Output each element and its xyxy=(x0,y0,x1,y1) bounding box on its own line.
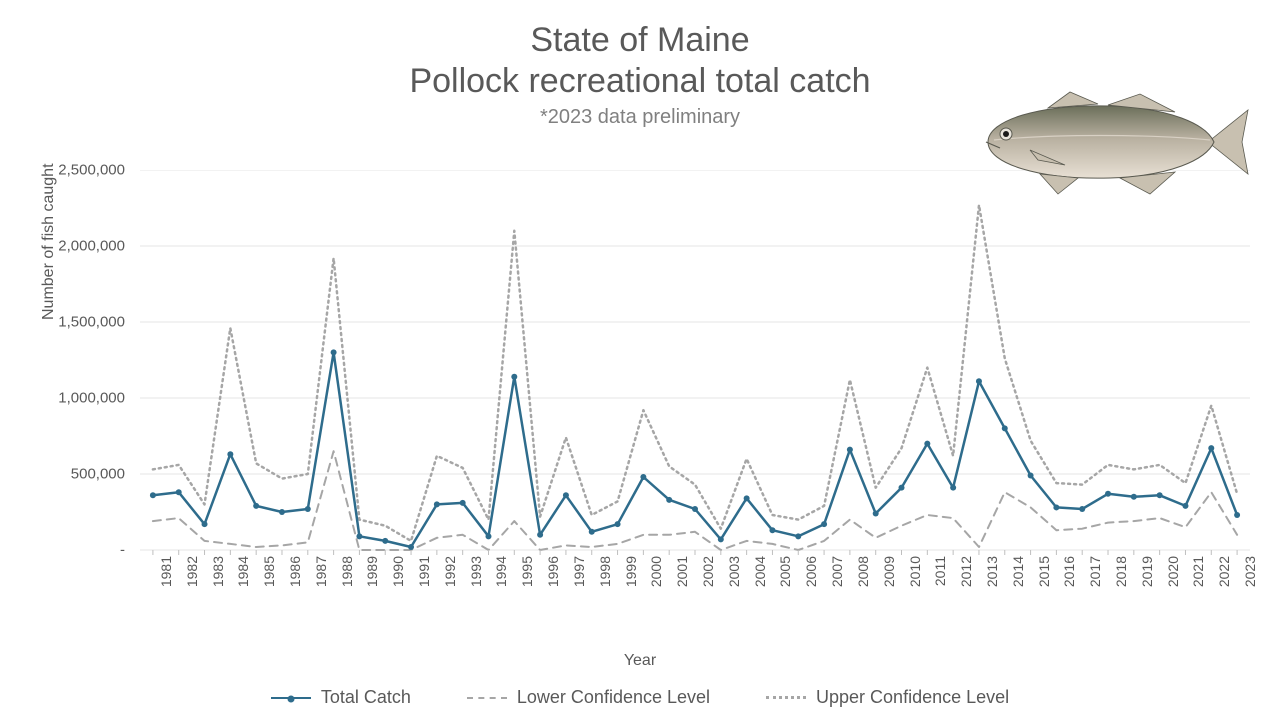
x-tick: 2013 xyxy=(984,556,1000,587)
x-tick: 2019 xyxy=(1139,556,1155,587)
x-tick: 1992 xyxy=(442,556,458,587)
title-line-1: State of Maine xyxy=(0,20,1280,61)
x-tick: 2015 xyxy=(1036,556,1052,587)
x-tick: 2021 xyxy=(1190,556,1206,587)
y-tick: 2,500,000 xyxy=(25,162,125,179)
x-tick: 2012 xyxy=(958,556,974,587)
x-tick: 2007 xyxy=(829,556,845,587)
legend-swatch-lower xyxy=(467,697,507,699)
line-chart xyxy=(140,170,1250,556)
x-tick: 2020 xyxy=(1165,556,1181,587)
x-tick: 1993 xyxy=(468,556,484,587)
x-tick: 2003 xyxy=(726,556,742,587)
x-tick: 1995 xyxy=(519,556,535,587)
x-tick: 1997 xyxy=(571,556,587,587)
x-tick: 2004 xyxy=(752,556,768,587)
legend-label-lower: Lower Confidence Level xyxy=(517,687,710,708)
x-tick: 1982 xyxy=(184,556,200,587)
x-tick: 2008 xyxy=(855,556,871,587)
x-tick: 1989 xyxy=(364,556,380,587)
y-tick: 1,000,000 xyxy=(25,390,125,407)
x-tick: 1996 xyxy=(545,556,561,587)
x-tick: 1999 xyxy=(623,556,639,587)
x-tick: 2016 xyxy=(1061,556,1077,587)
chart-container: State of Maine Pollock recreational tota… xyxy=(0,0,1280,720)
x-tick: 2022 xyxy=(1216,556,1232,587)
x-axis-label: Year xyxy=(0,652,1280,670)
x-tick: 2018 xyxy=(1113,556,1129,587)
x-tick: 1990 xyxy=(390,556,406,587)
x-tick-labels: 1981 1982 1983 1984 1985 1986 1987 1988 1989 1990… xyxy=(140,556,1250,616)
y-tick: 2,000,000 xyxy=(25,238,125,255)
x-tick: 1986 xyxy=(287,556,303,587)
x-tick: 1994 xyxy=(493,556,509,587)
legend-label-total: Total Catch xyxy=(321,687,411,708)
x-tick: 1983 xyxy=(210,556,226,587)
legend-item-lower: Lower Confidence Level xyxy=(467,687,710,708)
x-tick: 2006 xyxy=(803,556,819,587)
x-tick: 2010 xyxy=(907,556,923,587)
legend-swatch-upper xyxy=(766,696,806,699)
x-tick: 1984 xyxy=(235,556,251,587)
fish-icon xyxy=(970,90,1250,200)
x-tick: 1985 xyxy=(261,556,277,587)
legend: Total Catch Lower Confidence Level Upper… xyxy=(0,687,1280,708)
y-tick: - xyxy=(25,542,125,559)
x-tick: 2009 xyxy=(881,556,897,587)
y-tick: 1,500,000 xyxy=(25,314,125,331)
x-tick: 2017 xyxy=(1087,556,1103,587)
x-tick: 1987 xyxy=(313,556,329,587)
legend-swatch-total xyxy=(271,697,311,699)
x-tick: 2023 xyxy=(1242,556,1258,587)
x-tick: 1988 xyxy=(339,556,355,587)
x-tick: 1991 xyxy=(416,556,432,587)
legend-label-upper: Upper Confidence Level xyxy=(816,687,1009,708)
x-tick: 1981 xyxy=(158,556,174,587)
x-tick: 2005 xyxy=(777,556,793,587)
x-tick: 2002 xyxy=(700,556,716,587)
x-tick: 2011 xyxy=(932,556,948,586)
legend-item-total: Total Catch xyxy=(271,687,411,708)
x-tick: 2001 xyxy=(674,556,690,587)
x-tick: 2014 xyxy=(1010,556,1026,587)
x-tick: 1998 xyxy=(597,556,613,587)
x-tick: 2000 xyxy=(648,556,664,587)
legend-item-upper: Upper Confidence Level xyxy=(766,687,1009,708)
y-tick: 500,000 xyxy=(25,466,125,483)
